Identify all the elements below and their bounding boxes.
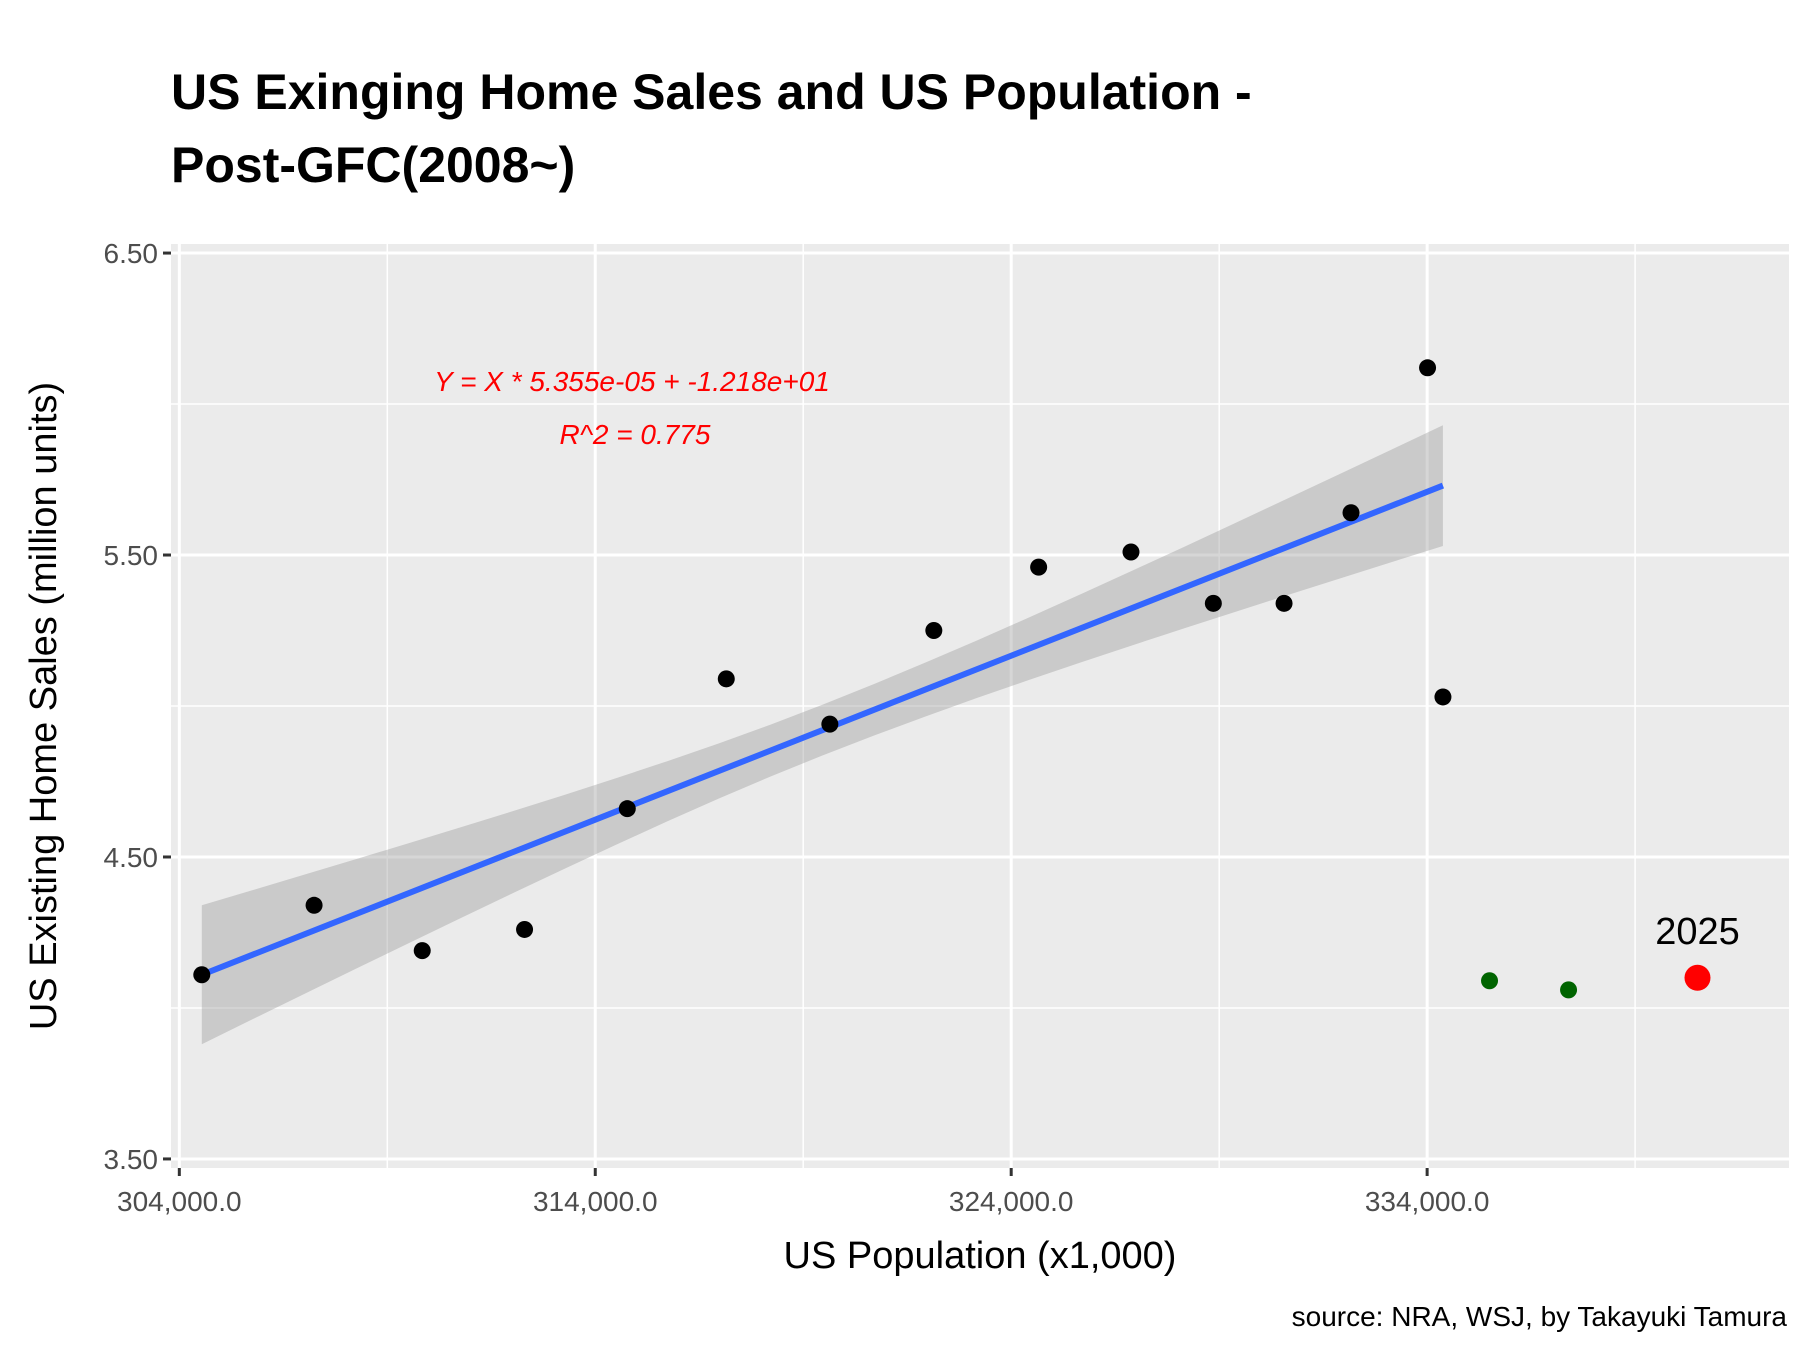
source-caption: source: NRA, WSJ, by Takayuki Tamura: [1292, 1301, 1788, 1332]
data-point: [1419, 359, 1437, 377]
data-point: [925, 622, 943, 640]
x-tick-labels: 304,000.0 314,000.0 324,000.0 334,000.0: [117, 1186, 1489, 1217]
data-point: [1560, 981, 1578, 999]
point-annotation-2025: 2025: [1655, 911, 1740, 953]
data-point: [618, 800, 636, 818]
confidence-band: [201, 425, 1443, 1045]
data-point: [717, 670, 735, 688]
data-points: [193, 359, 1711, 999]
data-point: [413, 942, 431, 960]
data-point: [1275, 594, 1293, 612]
data-point: [1342, 504, 1360, 522]
y-tick-label: 6.50: [104, 238, 159, 269]
x-axis-title: US Population (x1,000): [784, 1235, 1177, 1277]
data-point: [1030, 558, 1048, 576]
data-point: [821, 715, 839, 733]
data-point: [1204, 594, 1222, 612]
r-squared-label: R^2 = 0.775: [560, 419, 711, 450]
axis-ticks: [163, 251, 1429, 1176]
x-tick-label: 304,000.0: [117, 1186, 242, 1217]
y-tick-label: 5.50: [104, 540, 159, 571]
data-point: [305, 896, 323, 914]
data-point: [1481, 972, 1499, 990]
y-axis-title: US Existing Home Sales (million units): [23, 382, 65, 1030]
regression-line: [200, 482, 1445, 978]
chart-title-line-1: US Exinging Home Sales and US Population…: [171, 64, 1252, 120]
chart-title-line-2: Post-GFC(2008~): [171, 137, 575, 193]
data-point: [193, 966, 211, 984]
x-tick-label: 334,000.0: [1365, 1186, 1490, 1217]
x-tick-label: 324,000.0: [949, 1186, 1074, 1217]
y-tick-labels: 3.50 4.50 5.50 6.50: [104, 238, 159, 1175]
x-tick-label: 314,000.0: [533, 1186, 658, 1217]
y-tick-label: 4.50: [104, 842, 159, 873]
data-point: [1684, 964, 1711, 991]
data-point: [1122, 543, 1140, 561]
data-point: [516, 920, 534, 938]
regression-equation: Y = X * 5.355e-05 + -1.218e+01: [434, 366, 830, 397]
data-point: [1434, 688, 1452, 706]
y-tick-label: 3.50: [104, 1144, 159, 1175]
minor-gridlines: [171, 244, 1789, 1168]
major-gridlines: [171, 244, 1789, 1168]
